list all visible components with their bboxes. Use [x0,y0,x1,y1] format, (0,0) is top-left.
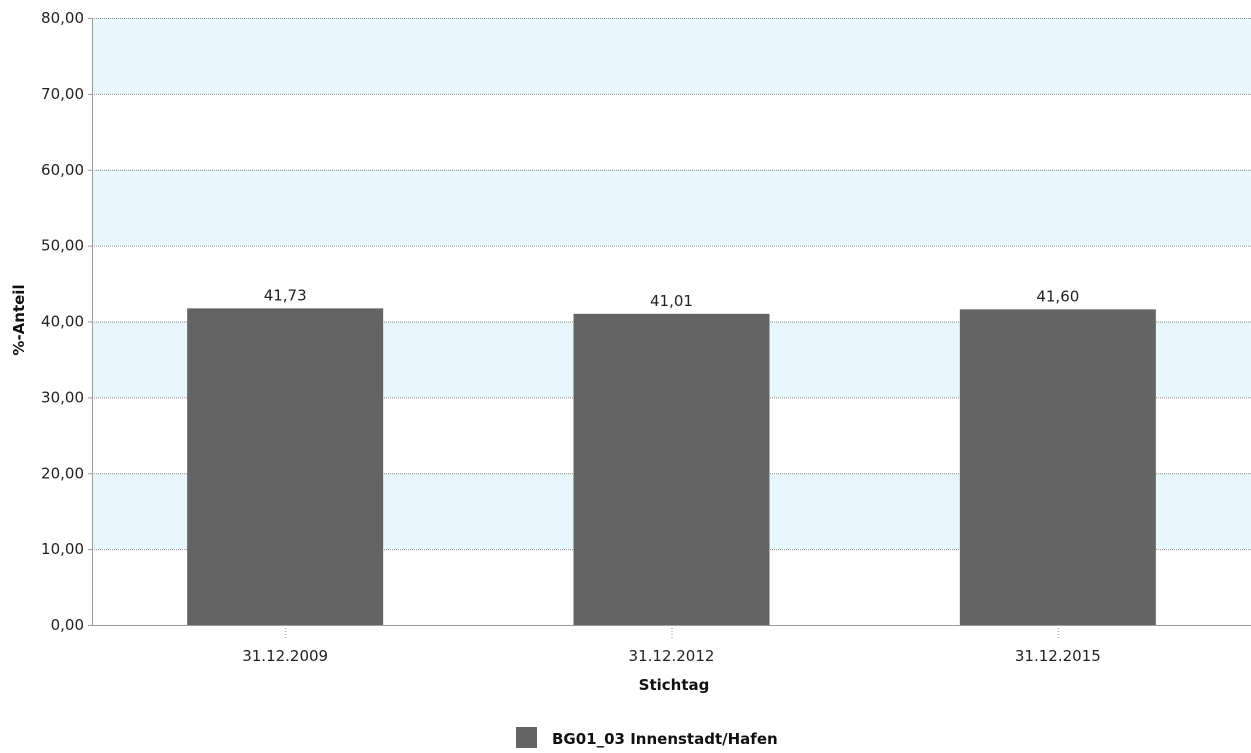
y-tick-label: 30,00 [41,388,84,406]
legend: BG01_03 Innenstadt/Hafen [516,727,778,748]
bar-value-label: 41,01 [650,292,693,310]
x-tick-labels: 31.12.2009 31.12.2012 31.12.2015 [242,625,1101,665]
y-tick-label: 70,00 [41,85,84,103]
data-labels: 41,73 41,01 41,60 [264,286,1080,309]
y-tick-label: 10,00 [41,540,84,558]
y-tick-label: 0,00 [51,616,84,634]
y-axis-title: %-Anteil [10,284,28,355]
background-band [92,169,1251,246]
legend-swatch [516,727,537,748]
y-tick-label: 60,00 [41,161,84,179]
bar-value-label: 41,73 [264,286,307,304]
x-tick-label: 31.12.2015 [1015,647,1101,665]
y-tick-label: 80,00 [41,9,84,27]
y-tick-labels: 0,00 10,00 20,00 30,00 40,00 50,00 60,00 70,00 8… [41,9,92,634]
bar [187,308,384,625]
bar [959,309,1156,625]
x-tick-label: 31.12.2009 [242,647,328,665]
bar-value-label: 41,60 [1036,287,1079,305]
y-tick-label: 50,00 [41,237,84,255]
x-axis-title: Stichtag [639,676,710,694]
bars [187,308,1156,625]
x-tick-label: 31.12.2012 [629,647,715,665]
background-band [92,18,1251,94]
y-tick-label: 20,00 [41,464,84,482]
legend-label: BG01_03 Innenstadt/Hafen [552,730,778,748]
y-tick-label: 40,00 [41,313,84,331]
bar [573,313,770,625]
